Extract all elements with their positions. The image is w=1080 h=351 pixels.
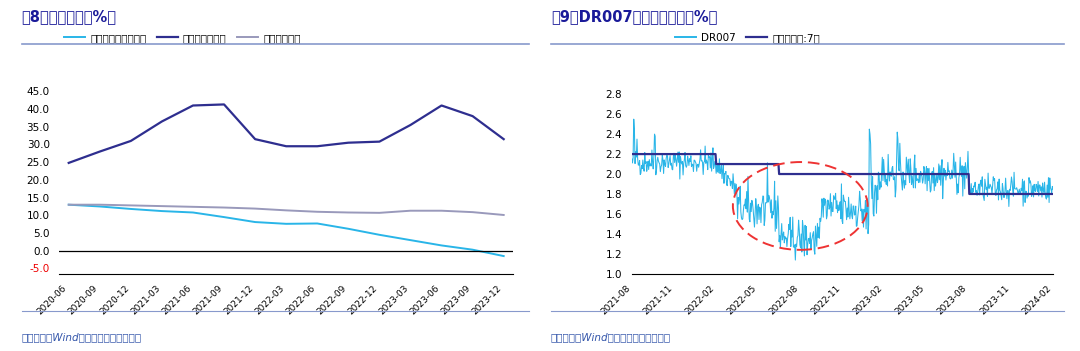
Text: 资料来源：Wind，中国银河证券研究院: 资料来源：Wind，中国银河证券研究院 [551,332,671,342]
Text: 图8：贷款增速（%）: 图8：贷款增速（%） [22,9,117,24]
Legend: DR007, 逆回购利率:7天: DR007, 逆回购利率:7天 [671,29,824,47]
Text: 资料来源：Wind，中国银河证券研究院: 资料来源：Wind，中国银河证券研究院 [22,332,141,342]
Legend: 房地产相关贷款增速, 制造业贷款增速, 各项贷款增速: 房地产相关贷款增速, 制造业贷款增速, 各项贷款增速 [60,29,305,47]
Text: 图9：DR007与逆回购利率（%）: 图9：DR007与逆回购利率（%） [551,9,717,24]
